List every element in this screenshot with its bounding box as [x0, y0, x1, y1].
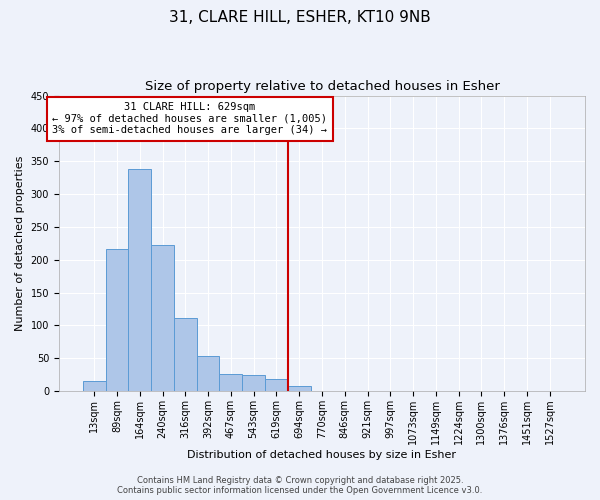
- Bar: [242, 376, 265, 391]
- Bar: [151, 246, 174, 391]
- Title: Size of property relative to detached houses in Esher: Size of property relative to detached ho…: [145, 80, 499, 93]
- Text: 31, CLARE HILL, ESHER, KT10 9NB: 31, CLARE HILL, ESHER, KT10 9NB: [169, 10, 431, 25]
- Bar: [128, 169, 151, 391]
- Bar: [265, 378, 288, 391]
- Bar: [311, 390, 334, 391]
- Bar: [106, 248, 128, 391]
- X-axis label: Distribution of detached houses by size in Esher: Distribution of detached houses by size …: [187, 450, 457, 460]
- Bar: [197, 356, 220, 391]
- Bar: [83, 382, 106, 391]
- Text: 31 CLARE HILL: 629sqm
← 97% of detached houses are smaller (1,005)
3% of semi-de: 31 CLARE HILL: 629sqm ← 97% of detached …: [52, 102, 328, 136]
- Bar: [288, 386, 311, 391]
- Bar: [174, 318, 197, 391]
- Y-axis label: Number of detached properties: Number of detached properties: [15, 156, 25, 331]
- Text: Contains HM Land Registry data © Crown copyright and database right 2025.
Contai: Contains HM Land Registry data © Crown c…: [118, 476, 482, 495]
- Bar: [220, 374, 242, 391]
